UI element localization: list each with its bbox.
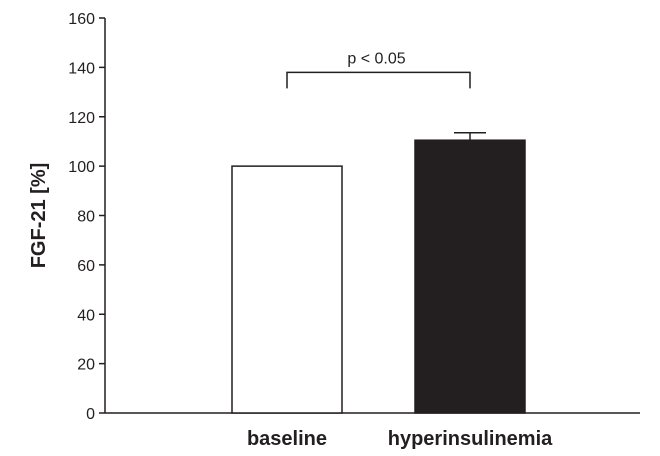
bars bbox=[231, 132, 526, 414]
y-tick-label: 20 bbox=[77, 357, 95, 374]
y-tick-label: 100 bbox=[68, 159, 95, 176]
y-axis-title: FGF-21 [%] bbox=[28, 163, 50, 269]
y-tick-label: 80 bbox=[77, 209, 95, 226]
y-tick-label: 140 bbox=[68, 60, 95, 77]
y-tick-label: 60 bbox=[77, 258, 95, 275]
annotations: p < 0.05 bbox=[286, 50, 471, 89]
y-tick-label: 160 bbox=[68, 11, 95, 28]
y-tick-label: 40 bbox=[77, 307, 95, 324]
x-category-label: baseline bbox=[247, 428, 327, 450]
axes: 0 20 40 60 80 100 120 140 160 baseline hyperinsuli… bbox=[68, 11, 640, 450]
x-category-label: hyperinsulinemia bbox=[388, 428, 553, 450]
significance-bracket bbox=[286, 71, 471, 89]
y-tick-label: 0 bbox=[86, 406, 95, 423]
bar-baseline bbox=[231, 165, 343, 414]
p-value-label: p < 0.05 bbox=[347, 50, 405, 67]
y-tick-label: 120 bbox=[68, 110, 95, 127]
bar-hyperinsulinemia bbox=[414, 139, 526, 414]
